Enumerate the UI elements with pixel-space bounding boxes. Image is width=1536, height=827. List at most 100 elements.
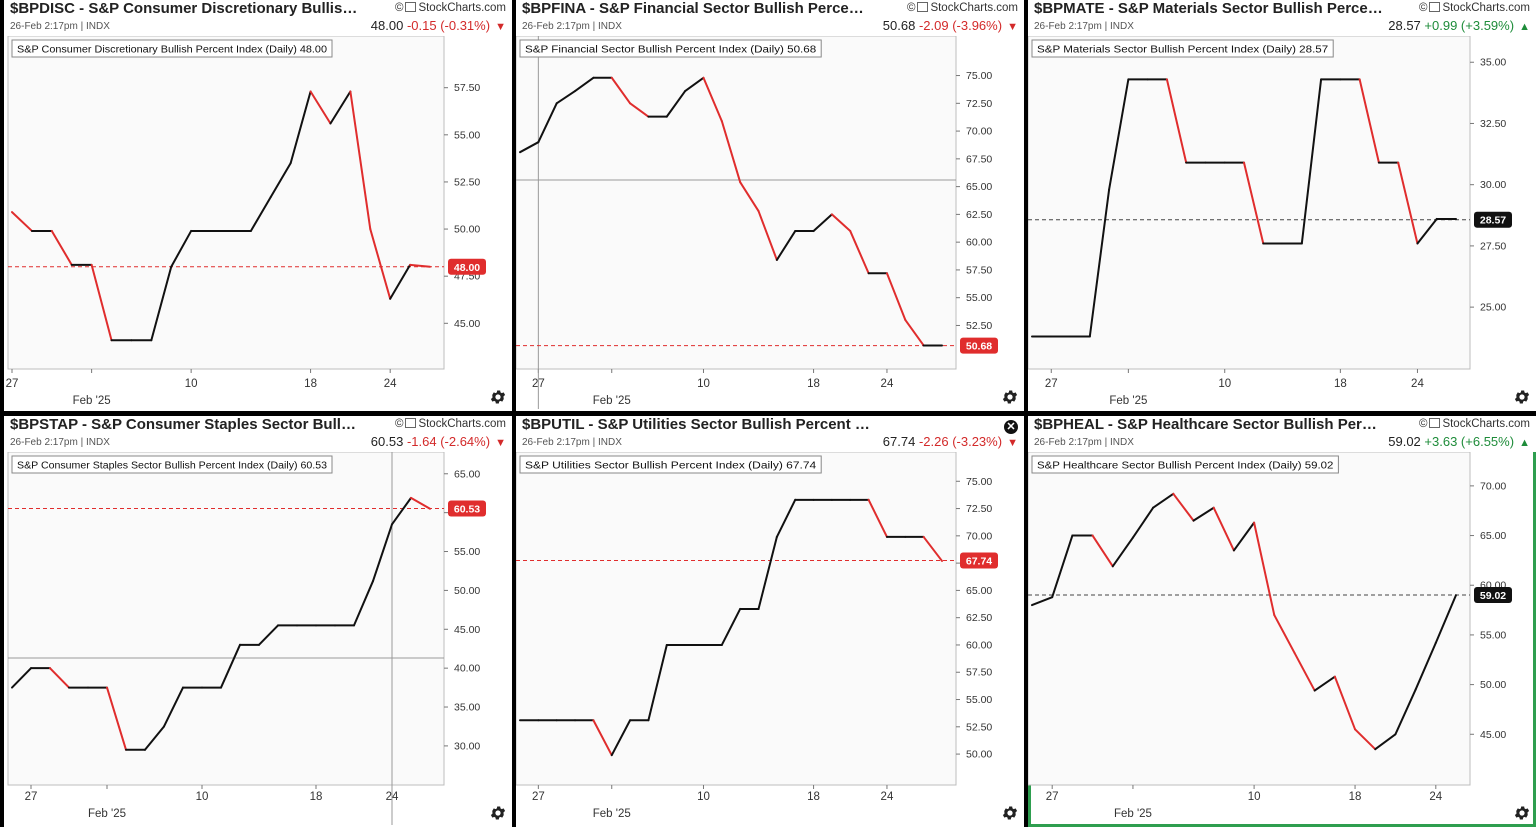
series-segment: [1397, 161, 1419, 245]
price-quote: 60.53 -1.64 (-2.64%) ▼: [371, 434, 506, 449]
y-tick-label: 40.00: [454, 663, 480, 675]
last-value-badge: [960, 337, 998, 354]
series-segment: [1031, 596, 1054, 607]
chart-svg: 50.0052.5055.0057.5060.0062.5065.0067.50…: [516, 452, 998, 820]
y-tick-label: 55.00: [966, 694, 992, 706]
chart-subtitle: 26-Feb 2:17pm | INDX: [1034, 437, 1134, 448]
y-tick-label: 55.00: [454, 129, 480, 141]
series-segment: [720, 120, 742, 184]
chart-panel-bpstap[interactable]: $BPSTAP - S&P Consumer Staples Sector Bu…: [4, 416, 512, 827]
y-tick-label: 50.00: [454, 585, 480, 597]
series-segment: [1354, 728, 1377, 751]
copyright-symbol: ©: [906, 2, 916, 14]
brand-label: StockCharts.com: [1442, 2, 1530, 14]
series-segment: [592, 719, 613, 757]
y-tick-label: 55.00: [966, 292, 992, 304]
up-arrow-icon: ▲: [1516, 21, 1530, 33]
series-segment: [1358, 78, 1380, 164]
down-arrow-icon: ▼: [492, 437, 506, 449]
series-segment: [369, 228, 392, 300]
y-tick-label: 65.00: [454, 468, 480, 480]
y-tick-label: 62.50: [966, 209, 992, 221]
chart-panel-bpdisc[interactable]: $BPDISC - S&P Consumer Discretionary Bul…: [4, 0, 512, 411]
series-segment: [1192, 506, 1215, 522]
series-segment: [757, 210, 778, 261]
series-segment: [849, 230, 870, 275]
series-segment: [409, 263, 431, 268]
x-tick-label: 18: [1334, 378, 1347, 390]
chart-title[interactable]: $BPHEAL - S&P Healthcare Sector Bullish …: [1034, 416, 1384, 433]
plot-area[interactable]: 45.00 50.00 55.00 60.00 65.00 70.00 27 10 18 24 Fe…: [1028, 452, 1536, 827]
series-segment: [1131, 506, 1155, 539]
series-segment: [353, 580, 374, 627]
series-segment: [1273, 614, 1296, 654]
chart-title[interactable]: $BPFINA - S&P Financial Sector Bullish P…: [522, 0, 872, 17]
plot-frame: [7, 36, 445, 370]
series-segment: [1434, 594, 1457, 644]
series-segment: [1416, 217, 1438, 245]
copyright-symbol: ©: [1418, 418, 1428, 430]
legend-label: S&P Consumer Discretionary Bullish Perce…: [17, 45, 327, 56]
settings-gear-icon[interactable]: [1001, 804, 1019, 822]
settings-gear-icon[interactable]: [489, 804, 507, 822]
stockcharts-brand[interactable]: © StockCharts.com: [907, 1, 1018, 15]
stockcharts-brand[interactable]: © StockCharts.com: [395, 417, 506, 431]
settings-gear-icon[interactable]: [1001, 388, 1019, 406]
price-change: -1.64 (-2.64%): [406, 434, 491, 449]
chart-subtitle: 26-Feb 2:17pm | INDX: [10, 21, 110, 32]
y-tick-label: 45.00: [454, 624, 480, 636]
stockcharts-brand[interactable]: © StockCharts.com: [395, 1, 506, 15]
legend-label: S&P Financial Sector Bullish Percent Ind…: [525, 45, 817, 56]
series-segment: [555, 90, 577, 105]
stockcharts-brand[interactable]: © StockCharts.com: [1419, 1, 1530, 15]
plot-area[interactable]: 50.0052.5055.0057.5060.0062.5065.0067.50…: [516, 452, 1024, 827]
series-segment: [106, 686, 127, 751]
chart-title[interactable]: $BPDISC - S&P Consumer Discretionary Bul…: [10, 0, 360, 17]
y-tick-label: 35.00: [1480, 57, 1506, 69]
y-tick-label: 30.00: [454, 740, 480, 752]
chart-title[interactable]: $BPSTAP - S&P Consumer Staples Sector Bu…: [10, 416, 360, 433]
x-tick-label: 24: [881, 378, 894, 390]
settings-gear-icon[interactable]: [1513, 388, 1531, 406]
settings-gear-icon[interactable]: [489, 388, 507, 406]
series-segment: [150, 265, 173, 342]
last-price: 28.57: [1388, 18, 1421, 33]
stockcharts-brand[interactable]: © StockCharts.com: [1419, 417, 1530, 431]
y-tick-label: 60.00: [966, 237, 992, 249]
chart-panel-bpheal[interactable]: $BPHEAL - S&P Healthcare Sector Bullish …: [1028, 416, 1536, 827]
x-tick-label: 27: [1045, 378, 1058, 390]
chart-title[interactable]: $BPMATE - S&P Materials Sector Bullish P…: [1034, 0, 1384, 17]
x-tick-label: 18: [310, 791, 323, 803]
chart-panel-bpfina[interactable]: $BPFINA - S&P Financial Sector Bullish P…: [516, 0, 1024, 411]
series-segment: [11, 667, 32, 689]
x-tick-label: 27: [25, 791, 38, 803]
stockcharts-logo-icon: [405, 418, 417, 428]
stockcharts-logo-icon: [1429, 2, 1441, 12]
last-value-badge: [448, 500, 486, 517]
x-tick-label: 24: [1429, 791, 1442, 803]
series-segment: [757, 535, 778, 610]
close-icon[interactable]: ✕: [1004, 420, 1018, 434]
chart-panel-bputil[interactable]: $BPUTIL - S&P Utilities Sector Bullish P…: [516, 416, 1024, 827]
plot-area[interactable]: 30.0035.0040.0045.0050.0055.0060.0065.00…: [4, 452, 512, 827]
plot-area[interactable]: 45.00 47.50 50.00 52.50 55.00 57.50 27 10 18 24 Fe…: [4, 36, 512, 411]
series-segment: [49, 667, 70, 689]
y-tick-label: 65.00: [966, 181, 992, 193]
x-tick-label: 18: [807, 791, 820, 803]
series-segment: [1313, 675, 1336, 692]
last-value-badge: [1474, 211, 1512, 228]
plot-area[interactable]: 52.50 55.00 57.50 60.00 62.50 65.00 67.50 70.00…: [516, 36, 1024, 411]
plot-area[interactable]: 25.00 27.50 30.00 32.50 35.00 27 10 18 24 Feb '25…: [1028, 36, 1536, 411]
series-segment: [410, 496, 431, 510]
series-segment: [391, 496, 412, 526]
chart-panel-bpmate[interactable]: $BPMATE - S&P Materials Sector Bullish P…: [1028, 0, 1536, 411]
series-segment: [258, 624, 279, 646]
chart-title[interactable]: $BPUTIL - S&P Utilities Sector Bullish P…: [522, 416, 872, 433]
x-tick-label: 24: [1411, 378, 1424, 390]
series-segment: [1091, 534, 1114, 568]
y-tick-label: 32.50: [1480, 118, 1506, 130]
chart-header: $BPSTAP - S&P Consumer Staples Sector Bu…: [4, 416, 512, 452]
last-value-badge-label: 67.74: [966, 556, 992, 568]
settings-gear-icon[interactable]: [1513, 804, 1531, 822]
y-tick-label: 72.50: [966, 98, 992, 110]
